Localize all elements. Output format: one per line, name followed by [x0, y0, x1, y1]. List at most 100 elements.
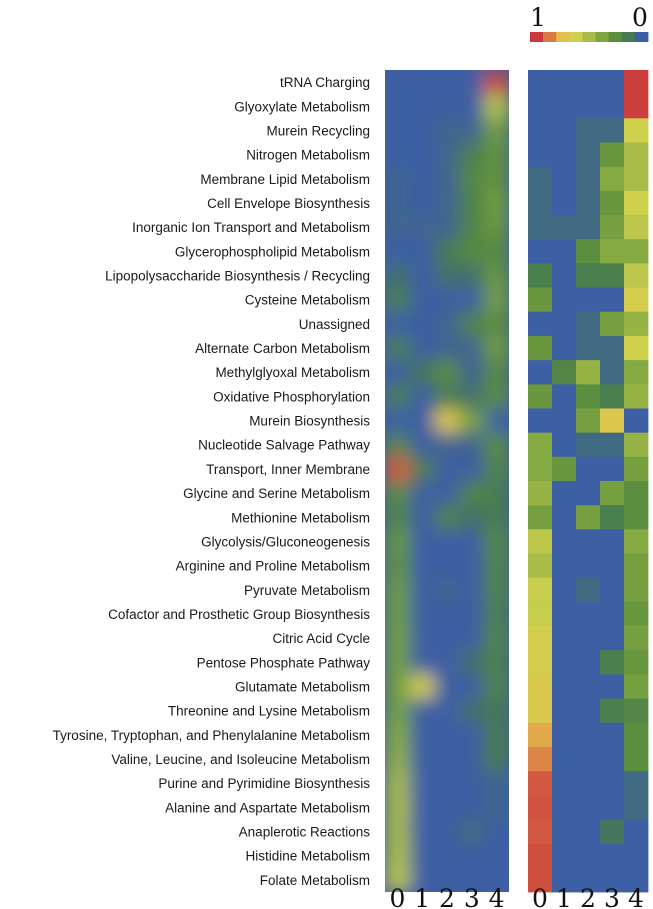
smoothed-heatmap-cell [459, 335, 485, 361]
smoothed-heatmap-cell [409, 553, 436, 579]
heatmap-cell [552, 70, 577, 95]
heatmap-cell [624, 408, 649, 434]
smoothed-heatmap-cell [409, 142, 436, 168]
smoothed-heatmap-cell [484, 456, 509, 482]
heatmap-cell [600, 456, 625, 482]
heatmap-cell [576, 601, 601, 627]
smoothed-heatmap-cell [385, 746, 411, 772]
row-label: Unassigned [299, 317, 370, 332]
smoothed-heatmap-cell [385, 698, 411, 724]
smoothed-heatmap-cell [385, 118, 411, 144]
row-label: Glycerophospholipid Metabolism [175, 244, 370, 259]
heatmap-cell [600, 553, 625, 579]
smoothed-heatmap-cell [385, 384, 411, 409]
smoothed-heatmap-cell [434, 287, 460, 313]
smoothed-heatmap-cell [409, 867, 436, 892]
heatmap-cell [552, 263, 577, 288]
heatmap-cell [600, 529, 625, 554]
x-tick-label: 2 [580, 884, 596, 909]
x-tick-label: 4 [489, 884, 505, 909]
smoothed-heatmap-cell [459, 674, 485, 700]
smoothed-heatmap-cell [409, 674, 436, 700]
heatmap-cell [600, 505, 625, 530]
heatmap-cell [600, 626, 625, 651]
heatmap-cell [528, 746, 553, 772]
smoothed-heatmap-cell [459, 867, 485, 892]
smoothed-heatmap-cell [385, 795, 411, 820]
smoothed-heatmap-cell [459, 843, 485, 869]
smoothed-heatmap-cell [385, 456, 411, 482]
heatmap-cell [576, 384, 601, 409]
heatmap-cell [624, 263, 649, 288]
smoothed-heatmap-cell [409, 843, 436, 869]
smoothed-heatmap-cell [484, 674, 509, 700]
smoothed-heatmap-cell [459, 771, 485, 796]
smoothed-heatmap-cell [434, 843, 460, 869]
row-label: Pentose Phosphate Pathway [197, 655, 371, 670]
colorscale-min-label: 0 [632, 3, 648, 32]
heatmap-cell [528, 456, 553, 482]
row-label: Oxidative Phosphorylation [213, 389, 370, 404]
heatmap-cell [552, 698, 577, 724]
smoothed-heatmap-cell [459, 481, 485, 506]
smoothed-heatmap-cell [434, 505, 460, 530]
heatmap-cell [576, 311, 601, 337]
smoothed-heatmap-cell [459, 215, 485, 240]
row-label: Nucleotide Salvage Pathway [198, 438, 370, 453]
row-label: Pyruvate Metabolism [244, 583, 370, 598]
heatmap-cell [552, 287, 577, 313]
heatmap-cell [552, 577, 577, 603]
smoothed-heatmap-cell [434, 94, 460, 119]
smoothed-heatmap-cell [409, 166, 436, 192]
smoothed-heatmap-cell [434, 263, 460, 289]
smoothed-heatmap-cell [484, 553, 509, 579]
heatmap-cell [600, 360, 625, 385]
row-label: Cell Envelope Biosynthesis [207, 196, 370, 211]
heatmap-cell [528, 505, 553, 530]
heatmap-cell [600, 190, 625, 216]
smoothed-heatmap-cell [434, 142, 460, 168]
heatmap-cell [528, 166, 553, 192]
heatmap-cell [552, 867, 577, 893]
smoothed-heatmap-cell [484, 481, 509, 506]
smoothed-heatmap-cell [409, 408, 436, 434]
row-label: Citric Acid Cycle [272, 631, 370, 646]
heatmap-cell [600, 94, 625, 119]
smoothed-heatmap-cell [459, 70, 485, 95]
heatmap-cell [624, 215, 649, 240]
smoothed-heatmap-cell [459, 553, 485, 579]
smoothed-heatmap-cell [459, 505, 485, 530]
heatmap-cell [600, 843, 625, 869]
heatmap-cell [600, 481, 625, 506]
row-label: Tyrosine, Tryptophan, and Phenylalanine … [53, 728, 370, 743]
smoothed-heatmap-cell [434, 553, 460, 579]
row-label: Lipopolysaccharide Biosynthesis / Recycl… [105, 269, 370, 284]
heatmap-cell [576, 505, 601, 530]
heatmap-cell [528, 335, 553, 361]
heatmap-cell [528, 70, 553, 95]
heatmap-cell [528, 795, 553, 820]
heatmap-cell [528, 360, 553, 385]
smoothed-heatmap-cell [434, 650, 460, 675]
heatmap-cell [552, 360, 577, 385]
heatmap-cell [624, 384, 649, 409]
heatmap-cell [624, 360, 649, 385]
heatmap-cell [576, 553, 601, 579]
heatmap-cell [552, 771, 577, 796]
smoothed-heatmap-cell [385, 287, 411, 313]
smoothed-heatmap-cell [459, 360, 485, 385]
smoothed-heatmap-cell [409, 795, 436, 820]
heatmap-cell [528, 698, 553, 724]
smoothed-heatmap-cell [484, 577, 509, 603]
smoothed-heatmap-cell [385, 819, 411, 845]
smoothed-heatmap-cell [434, 577, 460, 603]
smoothed-heatmap-cell [484, 601, 509, 627]
heatmap-cell [528, 553, 553, 579]
heatmap-cell [600, 263, 625, 288]
discrete-heatmap [528, 70, 649, 893]
smoothed-heatmap-cell [484, 118, 509, 144]
heatmap-cell [600, 384, 625, 409]
heatmap-cell [624, 335, 649, 361]
heatmap-cell [600, 674, 625, 699]
